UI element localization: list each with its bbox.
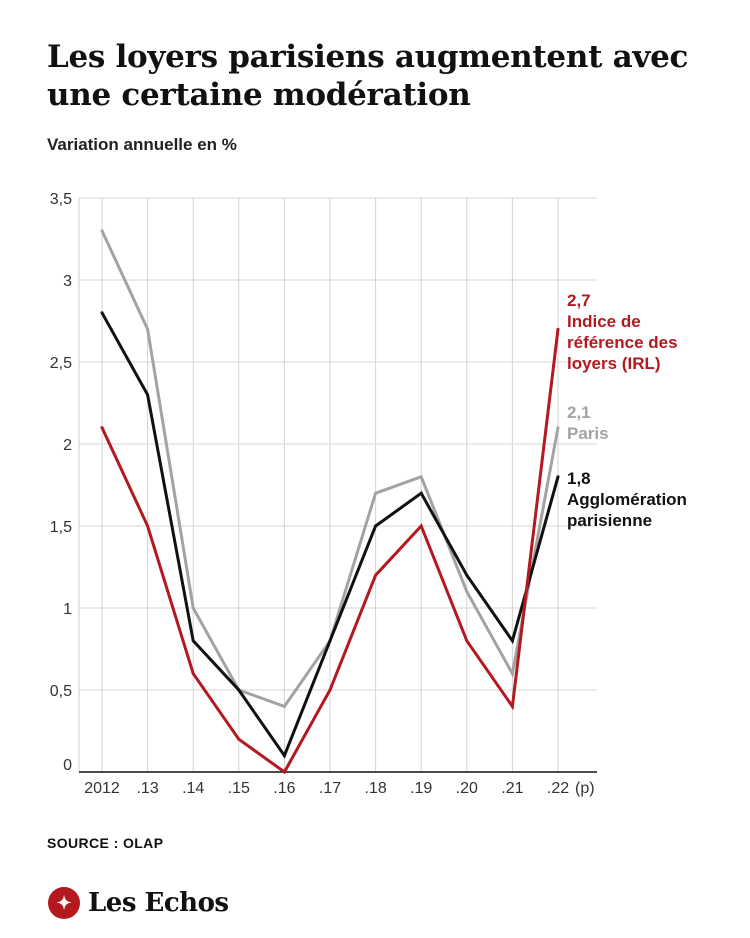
- data-point-irl: [465, 639, 469, 643]
- data-point-paris: [465, 590, 469, 594]
- x-tick-label: .13: [136, 780, 158, 797]
- x-tick-label: .20: [456, 780, 478, 797]
- series-label-irl: loyers (IRL): [567, 354, 661, 373]
- data-point-agglo: [328, 639, 332, 643]
- series-label-irl: Indice de: [567, 312, 641, 331]
- data-point-irl: [191, 672, 195, 676]
- data-point-irl: [374, 573, 378, 577]
- x-tick-label: .19: [410, 780, 432, 797]
- data-point-agglo: [100, 311, 104, 315]
- data-point-agglo: [146, 393, 150, 397]
- data-point-agglo: [465, 573, 469, 577]
- data-point-irl: [100, 426, 104, 430]
- series-label-agglo: parisienne: [567, 511, 652, 530]
- x-tick-label: .21: [501, 780, 523, 797]
- data-point-irl: [419, 524, 423, 528]
- brand-name: Les Echos: [88, 888, 229, 918]
- x-tick-label: .15: [228, 780, 250, 797]
- data-point-agglo: [191, 639, 195, 643]
- data-point-paris: [419, 475, 423, 479]
- y-tick-label: 2,5: [50, 355, 72, 372]
- data-point-agglo: [419, 491, 423, 495]
- data-point-paris: [510, 672, 514, 676]
- end-value-irl: 2,7: [567, 291, 591, 310]
- data-point-irl: [328, 688, 332, 692]
- data-point-paris: [556, 426, 560, 430]
- data-point-paris: [282, 704, 286, 708]
- brand-bird-icon: ✦: [48, 887, 80, 919]
- series-label-paris: Paris: [567, 424, 609, 443]
- data-point-paris: [191, 606, 195, 610]
- x-tick-label: .14: [182, 780, 204, 797]
- y-tick-label: 0,5: [50, 683, 72, 700]
- end-value-agglo: 1,8: [567, 469, 591, 488]
- data-point-irl: [146, 524, 150, 528]
- source-note: SOURCE : OLAP: [47, 835, 164, 851]
- end-value-paris: 2,1: [567, 403, 591, 422]
- y-tick-label: 0: [63, 757, 72, 774]
- x-tick-label: .18: [364, 780, 386, 797]
- data-point-agglo: [510, 639, 514, 643]
- series-label-irl: référence des: [567, 333, 678, 352]
- y-tick-label: 2: [63, 437, 72, 454]
- data-point-irl: [237, 737, 241, 741]
- x-tick-label: 2012: [84, 780, 120, 797]
- data-point-irl: [510, 704, 514, 708]
- x-tick-label: .16: [273, 780, 295, 797]
- x-tick-suffix: (p): [575, 780, 595, 797]
- data-point-agglo: [556, 475, 560, 479]
- y-tick-label: 3: [63, 273, 72, 290]
- y-tick-label: 1: [63, 601, 72, 618]
- chart-title: Les loyers parisiens augmentent avec une…: [47, 39, 689, 113]
- data-point-agglo: [282, 754, 286, 758]
- brand-logo: ✦ Les Echos: [48, 885, 229, 921]
- data-point-agglo: [374, 524, 378, 528]
- data-point-paris: [374, 491, 378, 495]
- data-point-irl: [556, 327, 560, 331]
- y-tick-label: 1,5: [50, 519, 72, 536]
- data-point-irl: [282, 770, 286, 774]
- data-point-agglo: [237, 688, 241, 692]
- x-tick-label: .17: [319, 780, 341, 797]
- data-point-paris: [146, 327, 150, 331]
- y-tick-label: 3,5: [50, 191, 72, 208]
- series-label-agglo: Agglomération: [567, 490, 687, 509]
- chart-subtitle: Variation annuelle en %: [47, 135, 237, 154]
- x-tick-label: .22: [547, 780, 569, 797]
- data-point-paris: [100, 229, 104, 233]
